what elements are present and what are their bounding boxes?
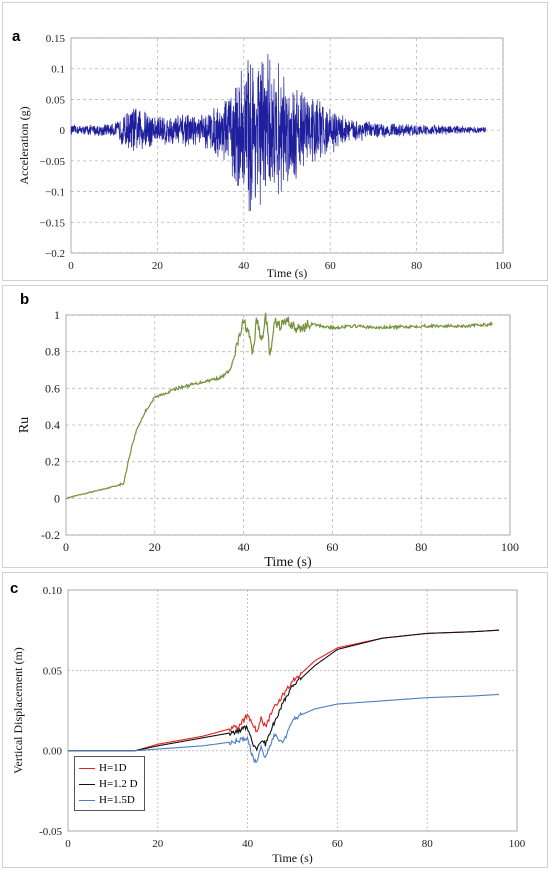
y-tick-label: 0: [54, 491, 60, 505]
legend-swatch: [79, 783, 95, 785]
plot-area-border: [70, 37, 504, 254]
x-tick-label: 60: [325, 260, 337, 272]
y-tick-label: 0.00: [43, 746, 63, 758]
displacement-series-line: [68, 629, 500, 752]
panel-label-c: c: [10, 580, 19, 597]
chart-legend: H=1D H=1.2 D H=1.5D: [74, 756, 145, 811]
y-tick-label: 0.4: [45, 418, 60, 432]
acceleration-series-line: [70, 54, 487, 212]
y-tick-label: 0.15: [46, 33, 66, 45]
y-tick-label: 0.8: [45, 345, 60, 359]
panel-label-a: a: [12, 28, 21, 45]
x-tick-label: 60: [326, 540, 338, 554]
x-tick-label: 80: [422, 838, 434, 850]
legend-swatch: [79, 767, 95, 769]
panel-label-b: b: [20, 291, 30, 308]
y-axis-label: Vertical Displacement (m): [11, 647, 25, 774]
y-tick-label: 0.05: [43, 665, 63, 677]
x-tick-label: 100: [501, 540, 519, 554]
chart-frame-b: [2, 285, 548, 568]
plot-area-border: [65, 314, 511, 536]
legend-label: H=1.5D: [99, 794, 135, 806]
y-tick-label: 1: [54, 308, 60, 322]
plot-area-border: [67, 589, 518, 832]
x-tick-label: 60: [332, 838, 344, 850]
x-tick-label: 0: [68, 260, 74, 272]
displacement-series-line: [68, 629, 500, 752]
y-tick-label: -0.2: [41, 528, 60, 542]
x-tick-label: 40: [242, 838, 254, 850]
y-tick-label: 0.05: [46, 94, 66, 106]
x-axis-label: Time (s): [264, 555, 312, 570]
chart-panel-b: b 0 20 40 60 80 100 1 0.8 0.6 0.4 0.2 0 -0.2 Time (s)…: [0, 283, 550, 570]
y-axis-label: Ru: [17, 417, 32, 433]
x-tick-label: 80: [411, 260, 423, 272]
x-axis-label: Time (s): [267, 266, 308, 280]
y-tick-label: 0.2: [45, 455, 60, 469]
legend-label: H=1D: [99, 762, 127, 774]
x-tick-label: 20: [149, 540, 161, 554]
legend-item: H=1D: [79, 760, 138, 776]
x-axis-label: Time (s): [272, 851, 313, 865]
x-tick-label: 20: [152, 838, 164, 850]
y-tick-label: −0.15: [40, 217, 66, 229]
x-tick-label: 100: [509, 838, 526, 850]
chart-panel-c: c 0 20 40 60 80 100 0.10 0.05 0.00 -0.05 Time (s) V…: [0, 570, 550, 870]
chart-frame-c: [2, 572, 548, 868]
x-tick-label: 0: [63, 540, 69, 554]
y-tick-label: −0.1: [45, 187, 65, 199]
y-tick-label: 0.1: [51, 64, 65, 76]
y-tick-label: 0.6: [45, 381, 60, 395]
x-tick-label: 0: [65, 838, 71, 850]
chart-frame-a: [2, 2, 548, 281]
y-tick-label: -0.05: [39, 826, 62, 838]
legend-item: H=1.5D: [79, 792, 138, 808]
y-tick-label: 0: [60, 125, 66, 137]
legend-label: H=1.2 D: [99, 778, 138, 790]
acceleration-chart: 0 20 40 60 80 100 0.15 0.1 0.05 0 −0.05 −0.1 −0.15 −0…: [17, 33, 512, 280]
x-tick-label: 40: [238, 260, 250, 272]
y-tick-label: −0.2: [45, 248, 65, 260]
x-tick-label: 80: [415, 540, 427, 554]
x-tick-label: 40: [238, 540, 250, 554]
y-tick-label: −0.05: [40, 156, 66, 168]
legend-swatch: [79, 799, 95, 801]
y-tick-label: 0.10: [43, 585, 63, 597]
ru-series-line: [65, 312, 493, 500]
vertical-displacement-chart: 0 20 40 60 80 100 0.10 0.05 0.00 -0.05 Time (s) Ver…: [11, 585, 526, 865]
x-tick-label: 100: [495, 260, 512, 272]
displacement-series-line: [68, 693, 500, 764]
chart-panel-a: a 0 20 40 60 80 100 0.15 0.1 0.05 0 −0.05 −0.1 −0.15…: [0, 0, 550, 283]
x-tick-label: 20: [152, 260, 164, 272]
legend-item: H=1.2 D: [79, 776, 138, 792]
y-axis-label: Acceleration (g): [17, 106, 31, 184]
